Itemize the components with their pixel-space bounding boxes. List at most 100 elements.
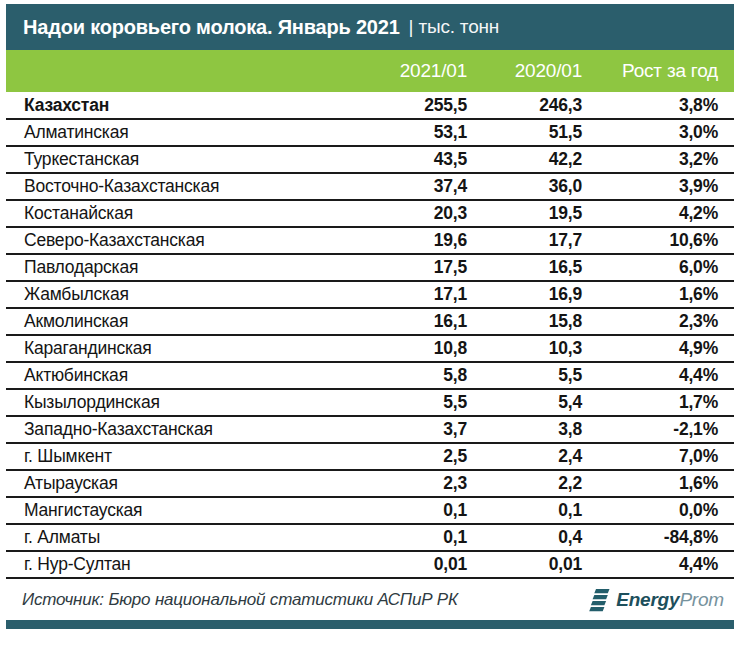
region-cell: Актюбинская: [6, 362, 359, 389]
value-2021-cell: 37,4: [359, 173, 469, 200]
value-2021-cell: 5,5: [359, 389, 469, 416]
growth-cell: -84,8%: [584, 524, 734, 551]
table-row: Акмолинская 16,1 15,8 2,3%: [6, 308, 734, 335]
value-2021-cell: 53,1: [359, 119, 469, 146]
energyprom-logo: EnergyProm: [588, 588, 724, 613]
milk-yield-table: 2021/01 2020/01 Рост за год Казахстан 25…: [6, 50, 734, 579]
value-2020-cell: 5,4: [469, 389, 584, 416]
bottom-accent-bar: [6, 620, 734, 629]
region-cell: Северо-Казахстанская: [6, 227, 359, 254]
growth-cell: 4,4%: [584, 551, 734, 578]
region-cell: Туркестанская: [6, 146, 359, 173]
table-row: г. Алматы 0,1 0,4 -84,8%: [6, 524, 734, 551]
value-2020-cell: 51,5: [469, 119, 584, 146]
value-2021-cell: 2,3: [359, 470, 469, 497]
table-row: Казахстан 255,5 246,3 3,8%: [6, 92, 734, 119]
table-row: г. Нур-Султан 0,01 0,01 4,4%: [6, 551, 734, 578]
growth-cell: 3,9%: [584, 173, 734, 200]
region-cell: г. Шымкент: [6, 443, 359, 470]
page: Надои коровьего молока. Январь 2021 | ты…: [0, 0, 740, 666]
value-2020-cell: 0,01: [469, 551, 584, 578]
value-2020-cell: 36,0: [469, 173, 584, 200]
value-2021-cell: 17,5: [359, 254, 469, 281]
growth-cell: 2,3%: [584, 308, 734, 335]
table-header: 2021/01 2020/01 Рост за год: [6, 50, 734, 92]
value-2020-cell: 2,2: [469, 470, 584, 497]
region-cell: г. Нур-Султан: [6, 551, 359, 578]
value-2020-cell: 5,5: [469, 362, 584, 389]
table-body: Казахстан 255,5 246,3 3,8% Алматинская 5…: [6, 92, 734, 578]
region-cell: Павлодарская: [6, 254, 359, 281]
region-cell: Казахстан: [6, 92, 359, 119]
region-cell: г. Алматы: [6, 524, 359, 551]
header-row: 2021/01 2020/01 Рост за год: [6, 50, 734, 92]
growth-cell: 7,0%: [584, 443, 734, 470]
value-2020-cell: 0,4: [469, 524, 584, 551]
table-row: Восточно-Казахстанская 37,4 36,0 3,9%: [6, 173, 734, 200]
table-row: Северо-Казахстанская 19,6 17,7 10,6%: [6, 227, 734, 254]
column-header-region: [6, 50, 359, 92]
value-2020-cell: 16,5: [469, 254, 584, 281]
column-header-2020: 2020/01: [469, 50, 584, 92]
region-cell: Западно-Казахстанская: [6, 416, 359, 443]
table-row: Жамбылская 17,1 16,9 1,6%: [6, 281, 734, 308]
table-row: Мангистауская 0,1 0,1 0,0%: [6, 497, 734, 524]
growth-cell: 0,0%: [584, 497, 734, 524]
value-2020-cell: 19,5: [469, 200, 584, 227]
value-2020-cell: 0,1: [469, 497, 584, 524]
value-2020-cell: 2,4: [469, 443, 584, 470]
region-cell: Восточно-Казахстанская: [6, 173, 359, 200]
growth-cell: 4,4%: [584, 362, 734, 389]
growth-cell: 4,9%: [584, 335, 734, 362]
value-2021-cell: 43,5: [359, 146, 469, 173]
growth-cell: 1,6%: [584, 470, 734, 497]
logo-text: EnergyProm: [616, 589, 724, 611]
growth-cell: 3,2%: [584, 146, 734, 173]
value-2021-cell: 20,3: [359, 200, 469, 227]
growth-cell: 1,6%: [584, 281, 734, 308]
table-row: г. Шымкент 2,5 2,4 7,0%: [6, 443, 734, 470]
region-cell: Акмолинская: [6, 308, 359, 335]
value-2021-cell: 0,1: [359, 497, 469, 524]
region-cell: Мангистауская: [6, 497, 359, 524]
table-row: Павлодарская 17,5 16,5 6,0%: [6, 254, 734, 281]
value-2021-cell: 19,6: [359, 227, 469, 254]
footer: Источник: Бюро национальной статистики А…: [6, 579, 734, 617]
growth-cell: 1,7%: [584, 389, 734, 416]
value-2021-cell: 10,8: [359, 335, 469, 362]
table-row: Атырауская 2,3 2,2 1,6%: [6, 470, 734, 497]
region-cell: Карагандинская: [6, 335, 359, 362]
value-2020-cell: 15,8: [469, 308, 584, 335]
table-row: Кызылординская 5,5 5,4 1,7%: [6, 389, 734, 416]
growth-cell: 6,0%: [584, 254, 734, 281]
table-row: Туркестанская 43,5 42,2 3,2%: [6, 146, 734, 173]
growth-cell: 3,8%: [584, 92, 734, 119]
region-cell: Алматинская: [6, 119, 359, 146]
value-2021-cell: 3,7: [359, 416, 469, 443]
region-cell: Костанайская: [6, 200, 359, 227]
page-title: Надои коровьего молока. Январь 2021: [23, 16, 400, 39]
value-2020-cell: 42,2: [469, 146, 584, 173]
table-row: Алматинская 53,1 51,5 3,0%: [6, 119, 734, 146]
logo-text-energy: Energy: [616, 589, 679, 610]
value-2020-cell: 246,3: [469, 92, 584, 119]
title-unit: | тыс. тонн: [409, 16, 499, 38]
growth-cell: 4,2%: [584, 200, 734, 227]
value-2021-cell: 5,8: [359, 362, 469, 389]
value-2021-cell: 0,01: [359, 551, 469, 578]
growth-cell: -2,1%: [584, 416, 734, 443]
growth-cell: 10,6%: [584, 227, 734, 254]
energyprom-logo-icon: [588, 588, 611, 613]
value-2020-cell: 17,7: [469, 227, 584, 254]
source-text: Источник: Бюро национальной статистики А…: [22, 590, 458, 610]
region-cell: Жамбылская: [6, 281, 359, 308]
title-bar: Надои коровьего молока. Январь 2021 | ты…: [6, 4, 734, 50]
value-2021-cell: 255,5: [359, 92, 469, 119]
column-header-growth: Рост за год: [584, 50, 734, 92]
table-row: Карагандинская 10,8 10,3 4,9%: [6, 335, 734, 362]
table-row: Костанайская 20,3 19,5 4,2%: [6, 200, 734, 227]
table-row: Актюбинская 5,8 5,5 4,4%: [6, 362, 734, 389]
value-2021-cell: 0,1: [359, 524, 469, 551]
value-2021-cell: 16,1: [359, 308, 469, 335]
growth-cell: 3,0%: [584, 119, 734, 146]
